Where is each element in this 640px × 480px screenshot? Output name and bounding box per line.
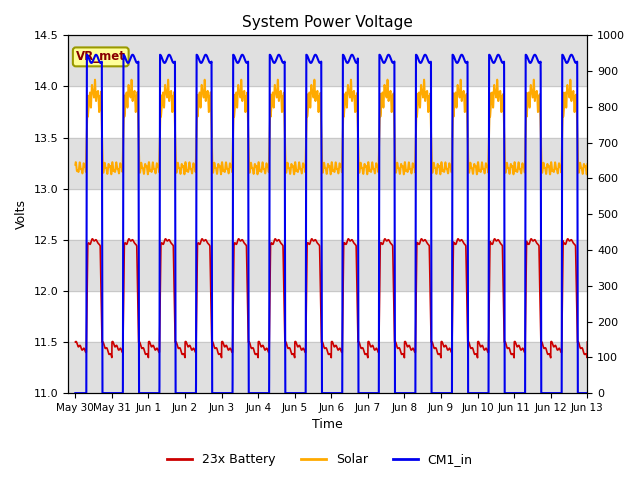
Legend: 23x Battery, Solar, CM1_in: 23x Battery, Solar, CM1_in bbox=[163, 448, 477, 471]
Bar bbox=[68, 342, 588, 393]
Bar bbox=[68, 240, 588, 291]
Text: VR_met: VR_met bbox=[76, 50, 125, 63]
Bar bbox=[68, 138, 588, 189]
Y-axis label: Volts: Volts bbox=[15, 199, 28, 229]
X-axis label: Time: Time bbox=[312, 419, 343, 432]
Title: System Power Voltage: System Power Voltage bbox=[242, 15, 413, 30]
Bar bbox=[68, 36, 588, 86]
